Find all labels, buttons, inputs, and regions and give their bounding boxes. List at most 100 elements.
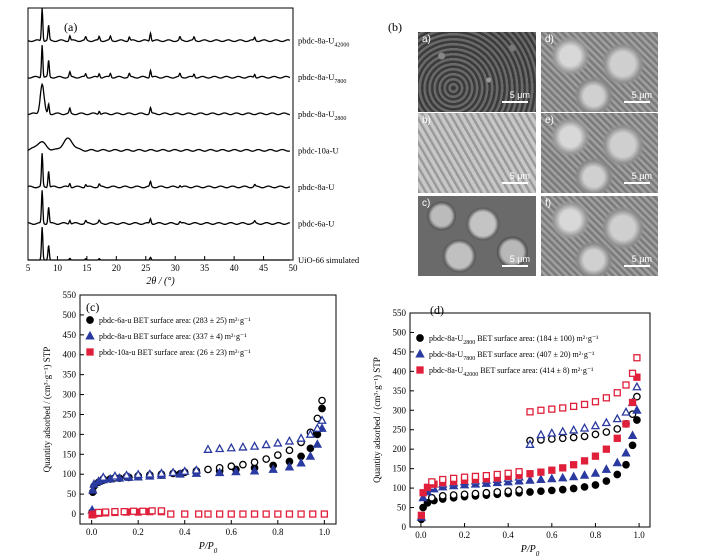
data-point-square	[439, 475, 447, 484]
data-point-square	[633, 373, 641, 381]
data-point-square	[139, 507, 147, 515]
data-point-circle	[526, 488, 534, 496]
data-point-triangle	[627, 430, 638, 440]
data-point-triangle	[579, 470, 590, 479]
data-point-triangle	[612, 457, 622, 467]
panel-label-a: (a)	[64, 20, 78, 34]
data-point-triangle	[621, 447, 631, 457]
data-point-square	[181, 510, 189, 518]
x-tick-label: 0.2	[459, 530, 470, 540]
data-point-triangle	[226, 442, 236, 452]
y-tick-label: 300	[393, 405, 407, 415]
y-tick-label: 150	[393, 464, 407, 474]
data-point-triangle	[284, 436, 295, 445]
data-point-square	[111, 508, 119, 516]
data-point-square	[569, 402, 578, 411]
data-point-square	[591, 398, 600, 406]
sem-panel-tag: e)	[545, 115, 554, 126]
y-tick-label: 250	[393, 425, 407, 435]
data-point-circle	[313, 430, 322, 439]
data-point-square	[120, 508, 128, 516]
y-tick-label: 100	[393, 483, 407, 493]
data-point-square	[628, 398, 637, 407]
y-tick-label: 400	[63, 350, 77, 360]
sem-image-f: f) 5 μm	[541, 196, 658, 276]
x-tick-label: 1.0	[633, 530, 645, 540]
data-point-triangle	[110, 471, 120, 480]
data-point-square	[204, 510, 212, 518]
x-axis-label: 2θ / (°)	[146, 276, 175, 287]
x-tick-label: 0.6	[546, 530, 558, 540]
data-point-triangle	[156, 468, 167, 477]
data-point-circle	[318, 404, 326, 413]
data-point-square	[167, 510, 175, 518]
data-point-circle	[613, 425, 622, 433]
xrd-series-label: pbdc-10a-U	[298, 145, 339, 155]
data-point-circle	[622, 460, 630, 469]
scale-bar-label: 5 μm	[509, 254, 530, 264]
x-tick-label: 0.0	[86, 527, 98, 537]
data-point-triangle	[590, 468, 601, 477]
data-point-triangle	[632, 381, 642, 391]
data-point-square	[148, 507, 156, 515]
data-point-triangle	[249, 441, 260, 450]
data-point-triangle	[312, 423, 323, 432]
x-tick-label: 0.2	[133, 527, 144, 537]
y-tick-label: 550	[393, 308, 407, 318]
y-tick-label: 250	[63, 409, 77, 419]
y-tick-label: 400	[393, 366, 407, 376]
data-point-square	[602, 445, 611, 453]
scale-bar-label: 5 μm	[631, 90, 652, 100]
xrd-pattern-line	[28, 227, 290, 261]
data-point-triangle	[558, 426, 568, 436]
x-tick-label: 1.0	[319, 527, 331, 537]
data-point-triangle	[133, 469, 143, 479]
data-point-triangle	[536, 474, 546, 483]
xrd-pattern-line	[27, 82, 290, 116]
data-point-circle	[250, 458, 259, 467]
data-point-triangle	[249, 465, 260, 475]
data-point-square	[297, 510, 305, 518]
data-point-square	[633, 354, 641, 362]
data-point-triangle	[85, 330, 95, 340]
data-point-triangle	[601, 464, 612, 473]
xrd-chart: 5 10 15 20 25 30 35 40 45 50 2θ / (°) pbdc-8a-U4200…	[26, 7, 360, 287]
data-point-triangle	[621, 407, 631, 416]
data-point-triangle	[191, 465, 202, 474]
data-point-square	[622, 381, 630, 389]
y-tick-label: 450	[393, 347, 407, 357]
xrd-pattern-line	[27, 45, 291, 79]
y-tick-label: 0	[402, 522, 407, 532]
data-point-circle	[285, 446, 294, 455]
data-point-square	[416, 366, 424, 374]
data-point-triangle	[612, 413, 622, 423]
scale-bar-label: 5 μm	[631, 254, 652, 264]
data-point-square	[94, 508, 103, 517]
sem-panel-tag: b)	[422, 115, 431, 126]
data-point-triangle	[238, 441, 248, 451]
data-point-circle	[318, 396, 326, 405]
data-point-triangle	[268, 464, 278, 473]
x-tick-label: 10	[53, 263, 63, 273]
x-tick-label: 40	[230, 263, 240, 273]
y-axis-label: Quantity adsorbed / (cm³·g⁻¹) STP	[42, 347, 52, 473]
data-point-triangle	[296, 433, 306, 442]
data-point-triangle	[525, 475, 535, 484]
data-point-circle	[482, 488, 491, 497]
data-point-circle	[427, 493, 436, 502]
data-point-triangle	[88, 484, 98, 494]
data-point-circle	[591, 481, 600, 489]
data-point-circle	[504, 487, 513, 496]
data-point-circle	[547, 486, 556, 495]
data-point-circle	[438, 492, 447, 500]
x-tick-label: 0.0	[415, 530, 427, 540]
sem-panel-tag: d)	[545, 34, 554, 45]
data-point-circle	[493, 488, 502, 496]
y-tick-label: 350	[393, 386, 407, 396]
panel-label-c: (c)	[86, 300, 100, 314]
data-point-triangle	[312, 439, 323, 448]
data-point-circle	[580, 432, 589, 441]
data-point-square	[580, 400, 589, 409]
data-point-triangle	[180, 466, 190, 475]
data-point-square	[580, 457, 589, 465]
